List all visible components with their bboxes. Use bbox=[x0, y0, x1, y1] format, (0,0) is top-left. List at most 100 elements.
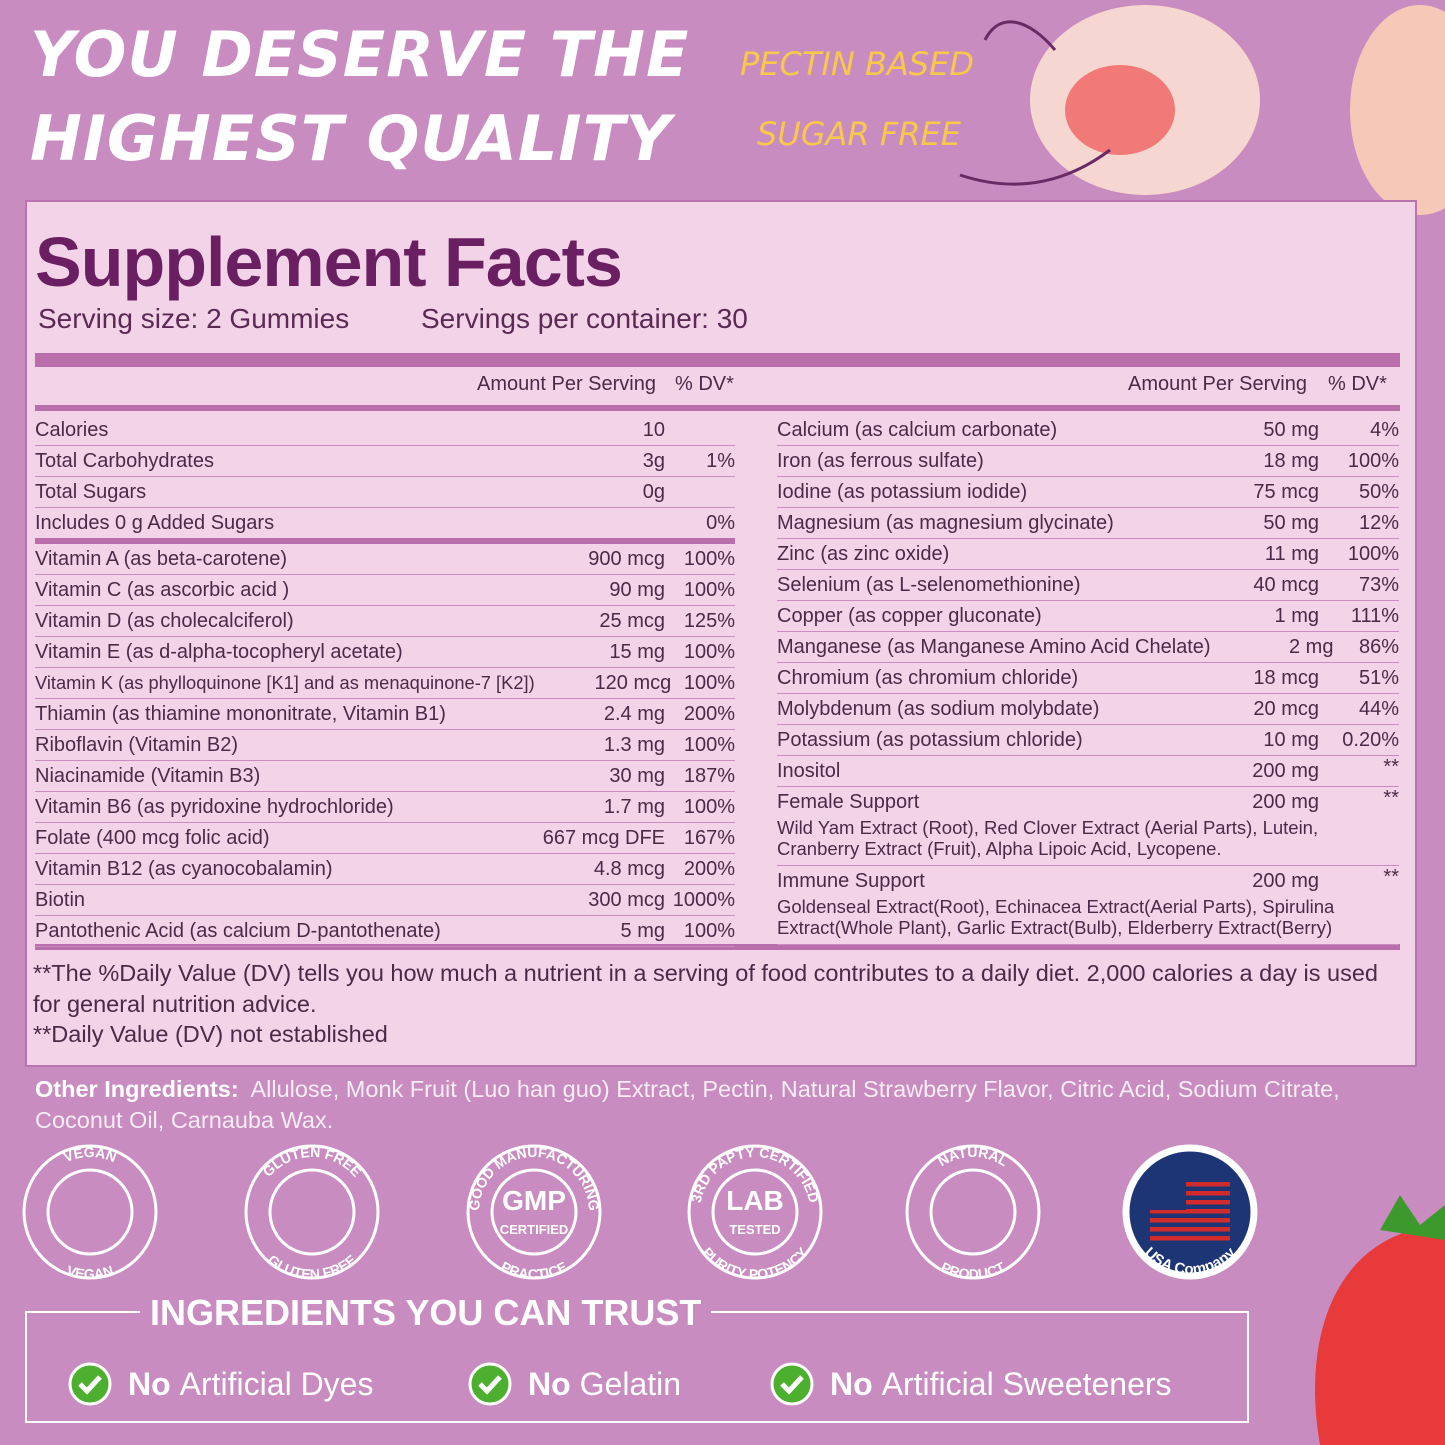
amount: 1.7 mg bbox=[603, 795, 665, 818]
daily-value: 111% bbox=[1350, 604, 1399, 627]
check-icon bbox=[68, 1362, 112, 1406]
daily-value: 100% bbox=[683, 795, 735, 818]
amount: 90 mg bbox=[609, 578, 665, 601]
gummy bbox=[1350, 5, 1445, 215]
daily-value: 100% bbox=[683, 547, 735, 570]
nutrient-name: Zinc (as zinc oxide) bbox=[777, 542, 950, 565]
nutrient-name: Iodine (as potassium iodide) bbox=[777, 480, 1028, 503]
badge-text-path: VEGAN bbox=[65, 1262, 115, 1282]
badge-inner bbox=[929, 1168, 1017, 1256]
daily-value: 125% bbox=[683, 609, 735, 632]
amount: 200 mg bbox=[1252, 759, 1319, 782]
column-header: Amount Per Serving bbox=[1128, 373, 1307, 395]
row: Vitamin C (as ascorbic acid ) 90 mg 100% bbox=[35, 575, 735, 606]
row: Folate (400 mcg folic acid) 667 mcg DFE 16… bbox=[35, 823, 735, 854]
nutrient-name: Inositol bbox=[777, 759, 841, 782]
badge-text-path: GLUTEN FREE bbox=[265, 1251, 359, 1282]
check-circle bbox=[770, 1362, 814, 1406]
detail-line: Cranberry Extract (Fruit), Alpha Lipoic … bbox=[777, 838, 1222, 859]
daily-value: 100% bbox=[683, 919, 735, 942]
nutrient-name: Riboflavin (Vitamin B2) bbox=[35, 733, 239, 756]
row: Magnesium (as magnesium glycinate) 50 mg 1… bbox=[777, 508, 1399, 539]
nutrient-name: Total Sugars bbox=[35, 480, 147, 503]
badge-inner bbox=[711, 1168, 799, 1256]
row: Vitamin B6 (as pyridoxine hydrochloride)… bbox=[35, 792, 735, 823]
check-mark bbox=[780, 1375, 804, 1395]
nutrient-name: Vitamin K (as phylloquinone [K1] and as … bbox=[35, 672, 535, 693]
detail-line: Extract(Whole Plant), Garlic Extract(Bul… bbox=[777, 917, 1333, 938]
daily-value: 187% bbox=[683, 764, 735, 787]
amount: 18 mcg bbox=[1253, 666, 1319, 689]
nutrient-name: Niacinamide (Vitamin B3) bbox=[35, 764, 261, 787]
detail-line: Wild Yam Extract (Root), Red Clover Extr… bbox=[777, 817, 1319, 838]
daily-value: 50% bbox=[1358, 480, 1399, 503]
flag-stripe bbox=[1150, 1191, 1230, 1196]
badge-text: PRACTICE bbox=[498, 1258, 569, 1282]
badge-inner bbox=[46, 1168, 134, 1256]
nutrient-name: Iron (as ferrous sulfate) bbox=[777, 449, 984, 472]
amount: 4.8 mcg bbox=[593, 857, 665, 880]
amount: 10 mg bbox=[1263, 728, 1319, 751]
amount: 50 mg bbox=[1263, 418, 1319, 441]
nutrient-name: Female Support bbox=[777, 790, 920, 813]
nutrient-name: Pantothenic Acid (as calcium D-pantothen… bbox=[35, 919, 441, 942]
row: Immune Support 200 mg ** bbox=[777, 866, 1399, 896]
footnotes: **The %Daily Value (DV) tells you how mu… bbox=[33, 958, 1403, 1050]
left-table: Calories 10 Total Carbohydrates 3g 1% Total S… bbox=[35, 415, 735, 947]
badge-inner bbox=[268, 1168, 356, 1256]
badge-text: VEGAN bbox=[61, 1144, 119, 1165]
detail-line: Goldenseal Extract(Root), Echinacea Extr… bbox=[777, 896, 1335, 917]
flag-stripe bbox=[1150, 1209, 1230, 1214]
detail: Wild Yam Extract (Root), Red Clover Extr… bbox=[777, 817, 1399, 866]
nutrient-name: Selenium (as L-selenomethionine) bbox=[777, 573, 1081, 596]
strawberry-leaf bbox=[1380, 1195, 1445, 1240]
trust-item: No Gelatin bbox=[468, 1362, 681, 1406]
daily-value: ** bbox=[1383, 866, 1399, 888]
gummy-core bbox=[1065, 65, 1175, 155]
row: Total Carbohydrates 3g 1% bbox=[35, 446, 735, 477]
flag-stripe bbox=[1150, 1227, 1230, 1232]
amount: 11 mg bbox=[1264, 542, 1319, 565]
row: Manganese (as Manganese Amino Acid Chela… bbox=[777, 632, 1399, 663]
nutrient-name: Vitamin C (as ascorbic acid ) bbox=[35, 578, 290, 601]
badge-text: GLUTEN FREE bbox=[259, 1144, 364, 1180]
arrow bbox=[959, 148, 1111, 186]
serving-size: Serving size: 2 Gummies bbox=[38, 303, 350, 334]
label: Other Ingredients: bbox=[35, 1076, 239, 1102]
row: Female Support 200 mg ** bbox=[777, 787, 1399, 817]
amount: 200 mg bbox=[1252, 790, 1319, 813]
row: Potassium (as potassium chloride) 10 mg 0.… bbox=[777, 725, 1399, 756]
amount: 40 mcg bbox=[1253, 573, 1319, 596]
daily-value: 100% bbox=[1347, 542, 1399, 565]
divider bbox=[35, 353, 1400, 367]
column-header: Amount Per Serving bbox=[477, 373, 656, 395]
facts-panel bbox=[25, 200, 1417, 1067]
row: Vitamin D (as cholecalciferol) 25 mcg 125% bbox=[35, 606, 735, 637]
flag-stripe bbox=[1150, 1218, 1230, 1223]
row: Molybdenum (as sodium molybdate) 20 mcg 44… bbox=[777, 694, 1399, 725]
badge-center: TESTED bbox=[729, 1222, 780, 1237]
nutrient-name: Includes 0 g Added Sugars bbox=[35, 511, 275, 534]
divider bbox=[35, 944, 1400, 950]
amount: 20 mcg bbox=[1253, 697, 1319, 720]
nutrient-name: Chromium (as chromium chloride) bbox=[777, 666, 1079, 689]
item-text: Artificial Dyes bbox=[179, 1365, 374, 1402]
column-header: % DV* bbox=[675, 373, 734, 395]
nutrient-name: Copper (as copper gluconate) bbox=[777, 604, 1042, 627]
amount: 120 mcg bbox=[594, 671, 672, 694]
check-mark bbox=[78, 1375, 102, 1395]
amount: 18 mg bbox=[1263, 449, 1319, 472]
row: Selenium (as L-selenomethionine) 40 mcg 73… bbox=[777, 570, 1399, 601]
nutrient-name: Manganese (as Manganese Amino Acid Chela… bbox=[777, 635, 1211, 658]
badge-ring bbox=[244, 1144, 380, 1280]
check-circle bbox=[468, 1362, 512, 1406]
amount: 5 mg bbox=[620, 919, 665, 942]
daily-value: 44% bbox=[1358, 697, 1399, 720]
nutrient-name: Magnesium (as magnesium glycinate) bbox=[777, 511, 1114, 534]
badge-text: VEGAN bbox=[65, 1262, 115, 1282]
amount: 0g bbox=[642, 480, 665, 503]
arrow bbox=[983, 20, 1057, 51]
headline: HIGHEST QUALITY bbox=[30, 102, 672, 175]
footnote: **Daily Value (DV) not established bbox=[33, 1021, 388, 1047]
badge-ring bbox=[905, 1144, 1041, 1280]
